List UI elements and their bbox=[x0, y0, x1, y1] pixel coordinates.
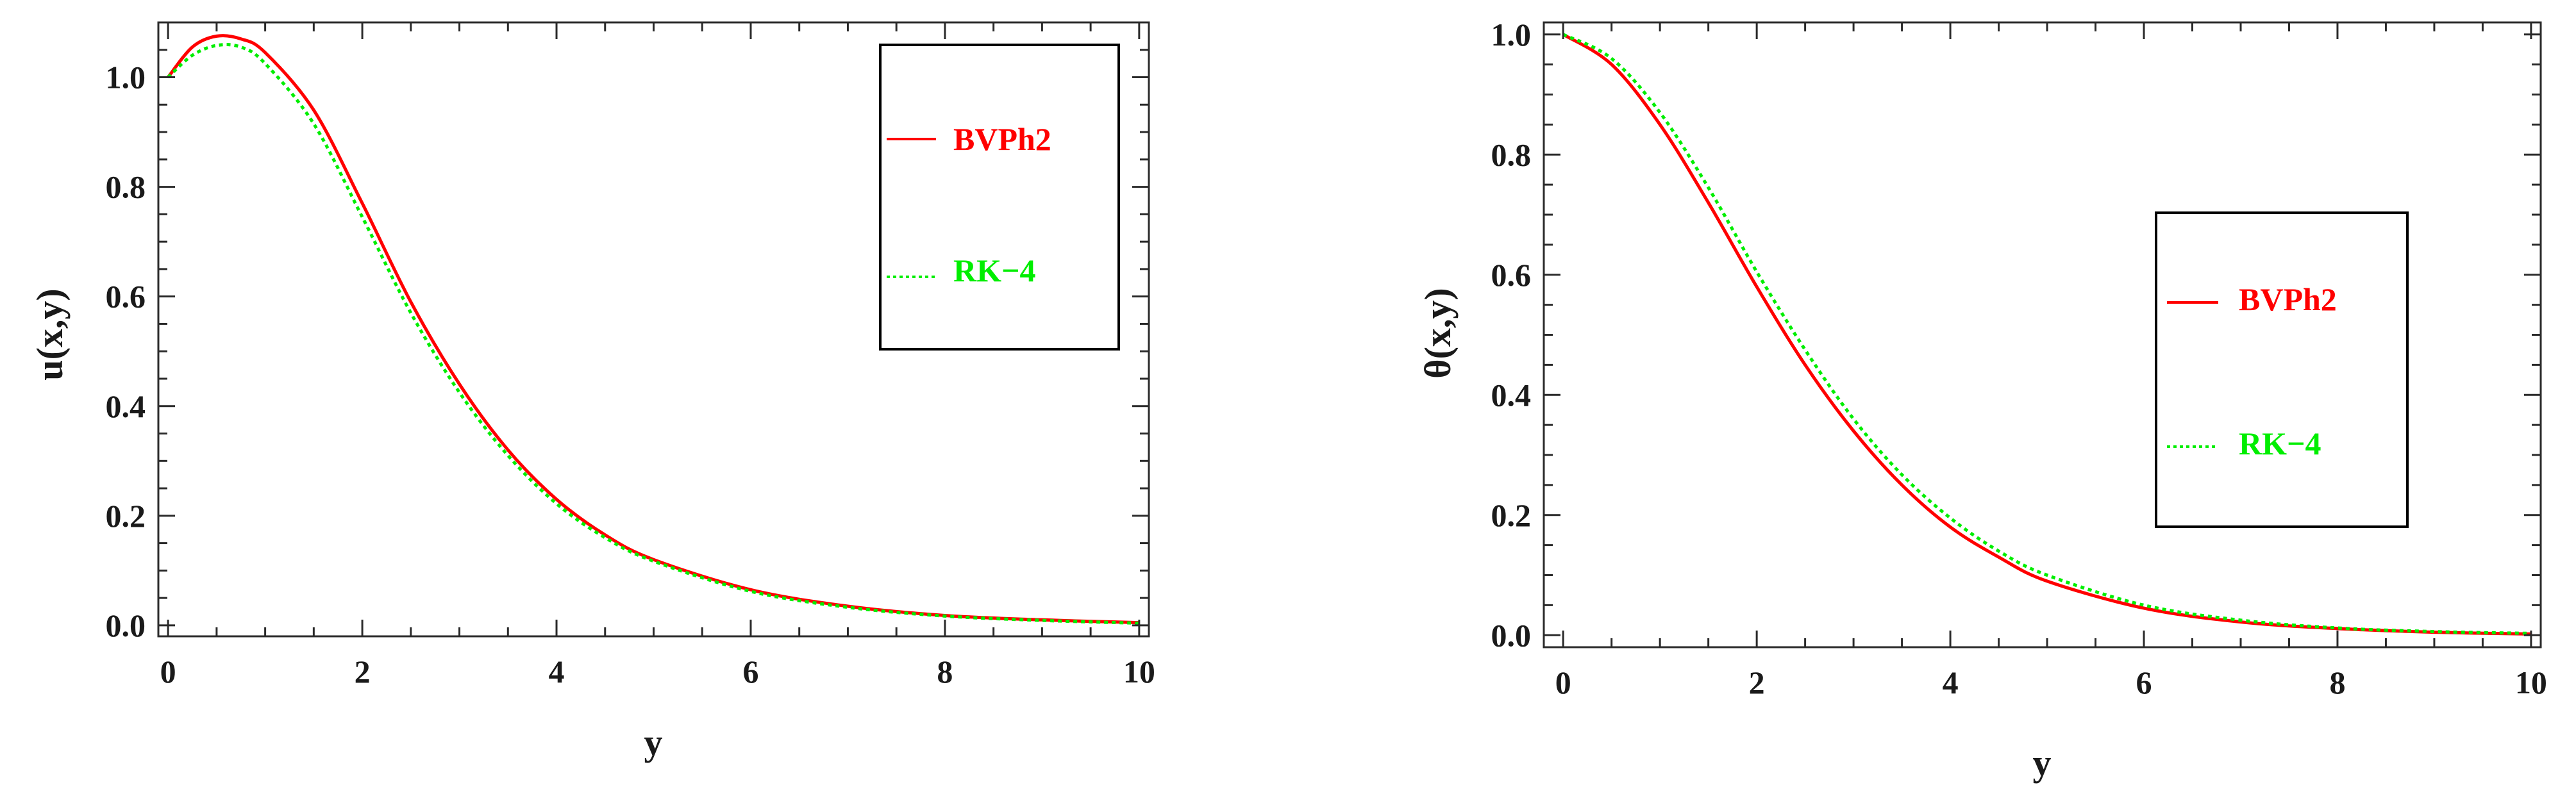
velocity-x-tick-labels: 0 2 4 6 8 10 bbox=[160, 654, 1155, 690]
temperature-x-tick-label: 10 bbox=[2515, 665, 2547, 700]
temperature-x-tick-label: 2 bbox=[1749, 665, 1765, 700]
velocity-y-tick-label: 0.0 bbox=[106, 607, 146, 643]
velocity-ticks bbox=[158, 21, 1149, 636]
temperature-y-tick-label: 0.6 bbox=[1491, 257, 1532, 293]
temperature-y-tick-labels: 0.0 0.2 0.4 0.6 0.8 1.0 bbox=[1491, 17, 1532, 654]
velocity-series-layer bbox=[167, 34, 1139, 625]
temperature-y-tick-label: 0.4 bbox=[1491, 377, 1532, 413]
velocity-x-tick-label: 2 bbox=[355, 654, 371, 690]
temperature-y-tick-label: 0.2 bbox=[1491, 497, 1532, 533]
velocity-legend-label-rk4: RK−4 bbox=[953, 252, 1036, 288]
temperature-legend: BVPh2 RK−4 bbox=[2155, 211, 2409, 528]
temperature-y-tick-label: 1.0 bbox=[1491, 17, 1532, 53]
temperature-x-tick-label: 4 bbox=[1943, 665, 1959, 700]
velocity-x-tick-label: 6 bbox=[742, 654, 758, 690]
temperature-x-axis-label: y bbox=[2033, 742, 2052, 784]
temperature-x-tick-label: 8 bbox=[2329, 665, 2345, 700]
velocity-y-tick-label: 0.4 bbox=[106, 388, 146, 424]
velocity-y-tick-label: 0.8 bbox=[106, 169, 146, 205]
velocity-legend-box bbox=[879, 44, 1120, 351]
velocity-x-axis-label: y bbox=[644, 722, 663, 763]
velocity-x-tick-label: 10 bbox=[1123, 654, 1155, 690]
temperature-legend-label-bvph2: BVPh2 bbox=[2239, 281, 2337, 317]
velocity-x-tick-label: 8 bbox=[937, 654, 953, 690]
velocity-y-axis-label: u(x,y) bbox=[29, 288, 71, 380]
temperature-x-tick-label: 0 bbox=[1555, 665, 1571, 700]
velocity-x-tick-label: 4 bbox=[549, 654, 565, 690]
temperature-series-layer bbox=[1562, 33, 2531, 636]
temperature-series-rk4-line bbox=[1562, 33, 2531, 635]
temperature-x-tick-label: 6 bbox=[2136, 665, 2152, 700]
velocity-y-tick-label: 1.0 bbox=[106, 60, 146, 95]
velocity-legend: BVPh2 RK−4 bbox=[879, 44, 1120, 351]
velocity-legend-label-bvph2: BVPh2 bbox=[953, 121, 1051, 157]
temperature-x-tick-labels: 0 2 4 6 8 10 bbox=[1555, 665, 2547, 700]
temperature-ticks bbox=[1544, 22, 2541, 647]
velocity-x-tick-label: 0 bbox=[160, 654, 176, 690]
temperature-legend-box bbox=[2155, 211, 2409, 528]
velocity-series-bvph2-line bbox=[167, 34, 1139, 625]
temperature-series-bvph2-line bbox=[1562, 33, 2531, 636]
velocity-chart: 0 2 4 6 8 10 0.0 0.2 0.4 0.6 0.8 1.0 y u… bbox=[29, 21, 1155, 763]
temperature-chart: 0 2 4 6 8 10 0.0 0.2 0.4 0.6 0.8 1.0 y θ… bbox=[1417, 17, 2547, 784]
temperature-y-axis-label: θ(x,y) bbox=[1417, 288, 1459, 378]
temperature-y-tick-label: 0.0 bbox=[1491, 617, 1532, 653]
temperature-legend-label-rk4: RK−4 bbox=[2239, 425, 2321, 461]
velocity-y-tick-label: 0.2 bbox=[106, 498, 146, 534]
temperature-y-tick-label: 0.8 bbox=[1491, 136, 1532, 172]
velocity-y-tick-labels: 0.0 0.2 0.4 0.6 0.8 1.0 bbox=[106, 60, 146, 643]
velocity-y-tick-label: 0.6 bbox=[106, 279, 146, 315]
